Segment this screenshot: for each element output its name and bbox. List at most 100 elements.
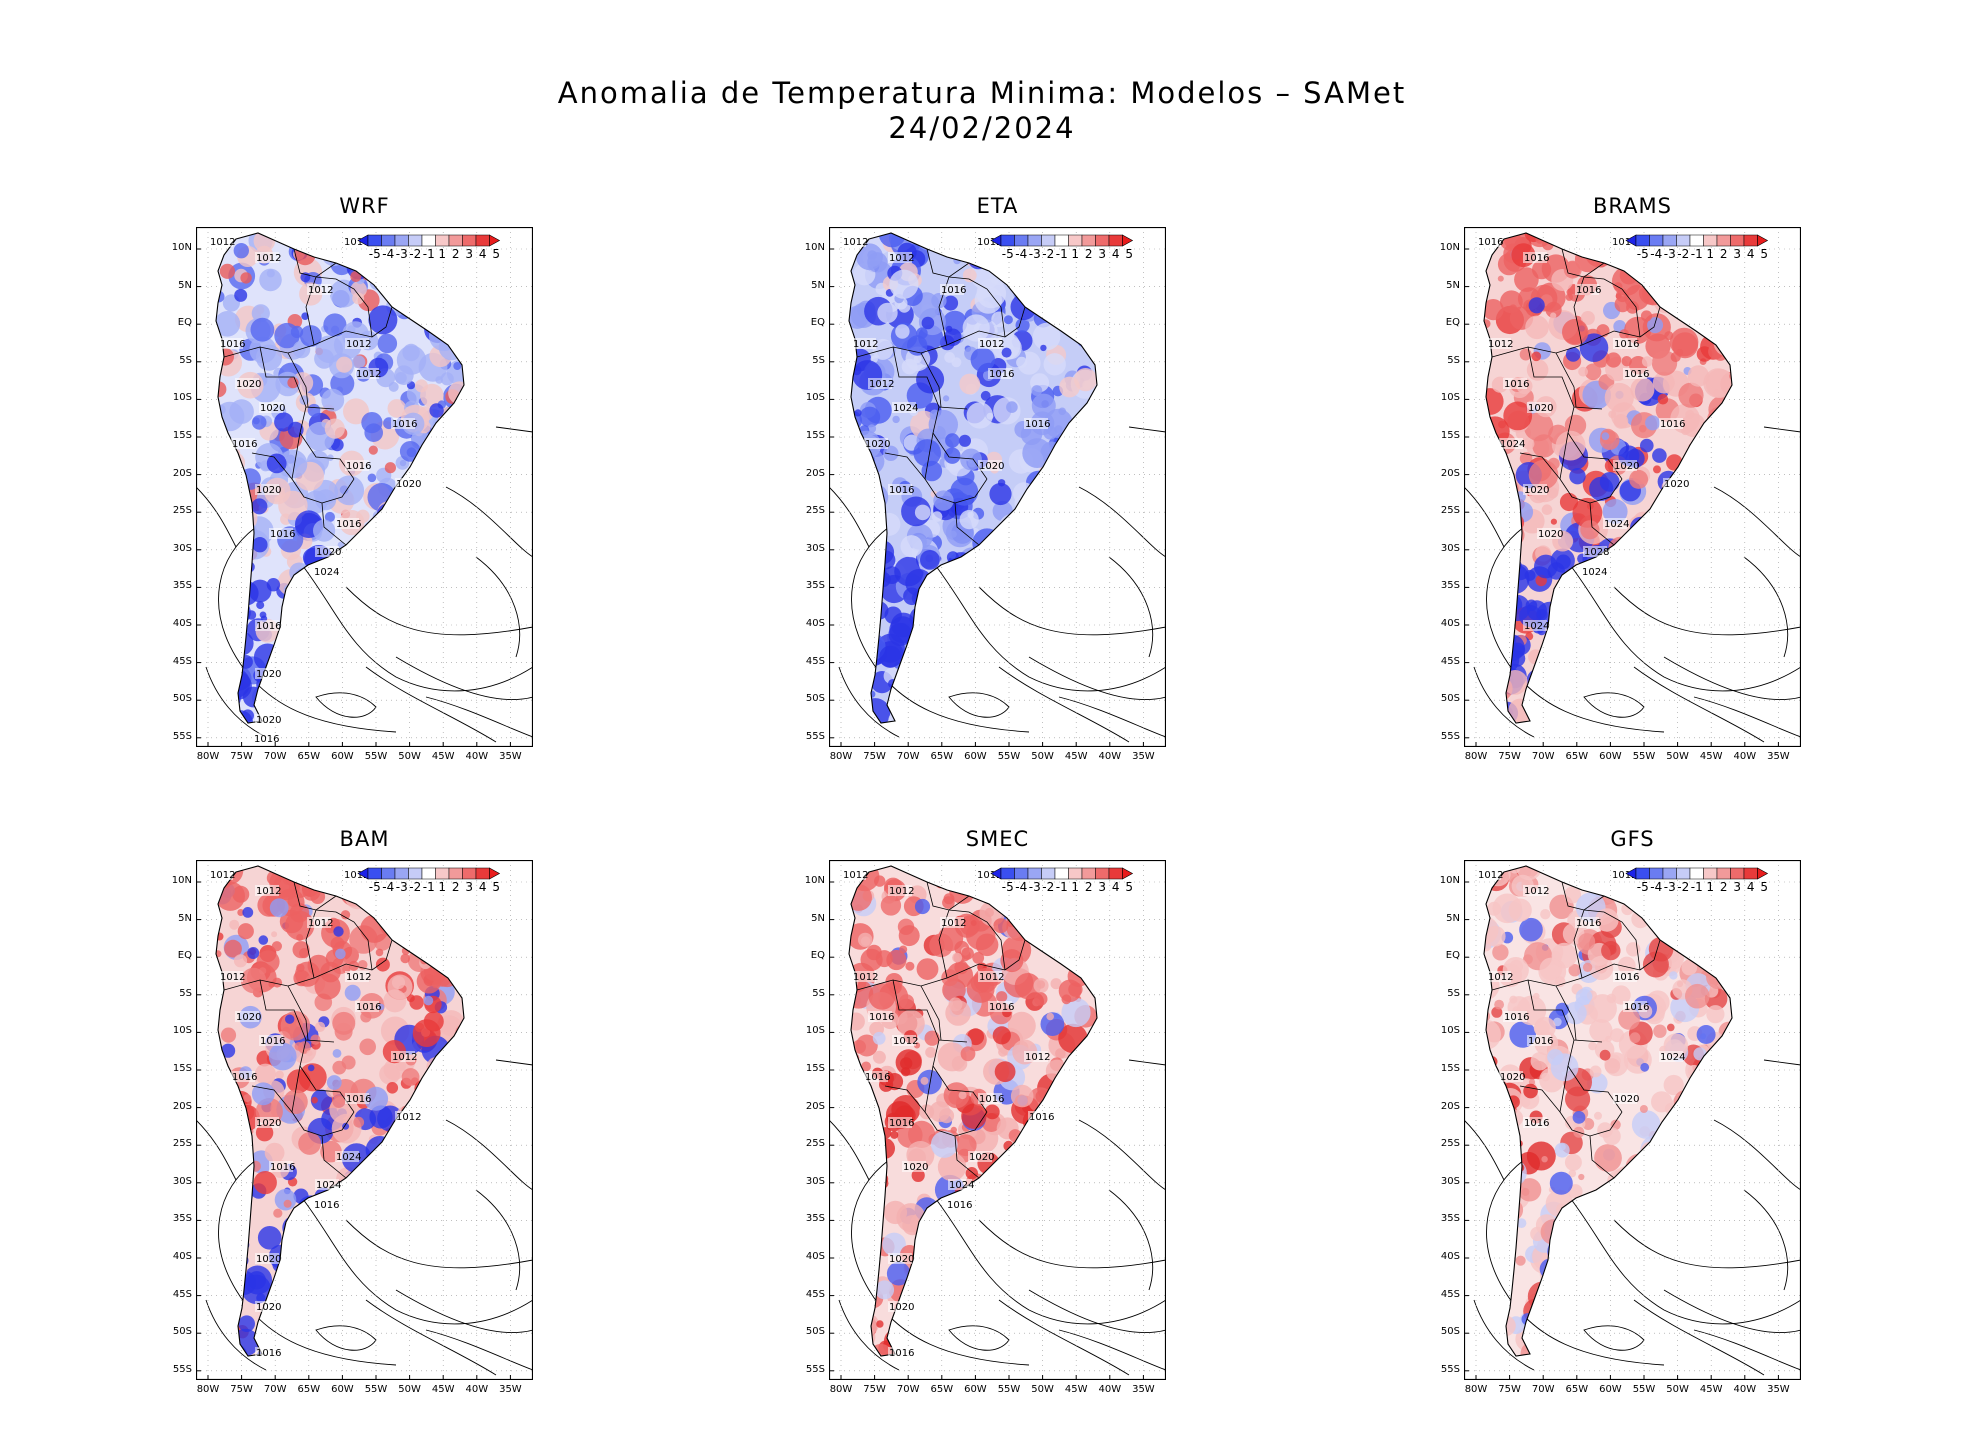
- isobar-label-bg: [1499, 438, 1523, 449]
- isobar-line: [1108, 1189, 1154, 1291]
- lon-label: 35W: [499, 751, 522, 762]
- colorbar-arrow-right: [1757, 867, 1769, 880]
- country-border: [251, 1065, 301, 1113]
- lon-label: 75W: [1498, 751, 1521, 762]
- lat-label: 35S: [172, 1213, 192, 1225]
- country-border: [371, 306, 393, 338]
- colorbar-label: 2: [452, 247, 460, 261]
- country-border: [948, 909, 1006, 971]
- isobar-label: 1028: [1584, 547, 1609, 558]
- colorbar-segment: [1054, 234, 1069, 247]
- isobar-line: [978, 1219, 1166, 1269]
- isobar-label-bg: [1477, 869, 1501, 880]
- colorbar-label: -1: [1056, 880, 1068, 894]
- lat-label: 25S: [805, 1138, 825, 1150]
- panel-eta: ETA 1012 1012 1012 1016 1012 1012 1012 1016 1024 1…: [805, 194, 1166, 762]
- isobar-label: 1020: [1538, 529, 1563, 540]
- colorbar-segment: [421, 867, 436, 880]
- isobar-label-bg: [888, 484, 912, 495]
- isobar-label: 1020: [316, 547, 341, 558]
- lon-label: 60W: [331, 1384, 354, 1395]
- isobar-line: [1693, 696, 1801, 738]
- lon-label: 50W: [398, 751, 421, 762]
- country-border: [315, 276, 373, 338]
- isobar-label-bg: [892, 1035, 916, 1046]
- colorbar-segment: [1081, 234, 1096, 247]
- isobar-label: 1016: [392, 419, 417, 430]
- lat-label: 25S: [1440, 1138, 1460, 1150]
- lat-label: 10S: [172, 1025, 192, 1037]
- lat-label: EQ: [177, 317, 192, 329]
- isobar-label-bg: [1613, 338, 1637, 349]
- isobar-label: 1024: [1582, 567, 1607, 578]
- lon-label: 35W: [1767, 751, 1790, 762]
- isobar-line: [1473, 1299, 1535, 1371]
- anomaly-field: [1484, 233, 1732, 723]
- isobar-line: [1693, 1329, 1801, 1371]
- isobar-label: 1016: [1614, 339, 1639, 350]
- colorbar-segment: [1041, 234, 1056, 247]
- isobar-line: [205, 1299, 267, 1371]
- isobar-line: [495, 426, 533, 433]
- isobar-line: [948, 692, 1010, 718]
- isobar-line: [425, 696, 533, 738]
- isobar-label: 1012: [256, 253, 281, 264]
- isobar-label-bg: [259, 1035, 283, 1046]
- isobar-label-bg: [888, 252, 912, 263]
- lon-label: 70W: [1531, 751, 1555, 762]
- lat-label: 35S: [172, 580, 192, 592]
- isobar-line: [205, 666, 267, 738]
- lat-label: 55S: [1440, 730, 1460, 742]
- colorbar-label: 3: [465, 880, 473, 894]
- isobar-label-bg: [1024, 1051, 1048, 1062]
- lat-label: 25S: [172, 1138, 192, 1150]
- isobar-label: 1012: [220, 972, 245, 983]
- isobar-line: [1486, 526, 1665, 733]
- isobar-label: 1016: [889, 485, 914, 496]
- colorbar-label: -1: [1056, 247, 1068, 261]
- country-border: [1004, 939, 1026, 971]
- isobar-label: 1016: [1528, 1036, 1553, 1047]
- isobar-label-bg: [888, 1253, 912, 1264]
- country-border: [251, 432, 301, 480]
- isobar-label: 1016: [1025, 419, 1050, 430]
- isobar-label-bg: [1523, 885, 1547, 896]
- isobar-label-bg: [253, 733, 277, 744]
- isobar-line: [838, 666, 900, 738]
- lat-label: 25S: [805, 505, 825, 517]
- map-plot: 1012 1012 1012 1016 1012 1012 1012 1016 1024 1016…: [829, 227, 1166, 747]
- isobar-label: 1016: [256, 621, 281, 632]
- colorbar-label: 5: [492, 880, 500, 894]
- isobar-label-bg: [902, 1161, 926, 1172]
- colorbar-label: 3: [1098, 247, 1106, 261]
- lat-label: 20S: [172, 1100, 192, 1112]
- isobar-label-bg: [892, 402, 916, 413]
- panel-title: BRAMS: [1593, 194, 1672, 218]
- isobar-label-bg: [1523, 484, 1547, 495]
- map-frame: [196, 227, 533, 747]
- colorbar-label: -1: [1691, 247, 1703, 261]
- colorbar-label: -4: [1015, 880, 1027, 894]
- lat-label: 5S: [812, 987, 825, 999]
- isobar-label: 1012: [941, 918, 966, 929]
- lon-label: 45W: [1699, 1384, 1723, 1395]
- isobar-label-bg: [1611, 869, 1635, 880]
- colorbar-label: 1: [438, 247, 446, 261]
- lat-label: 35S: [805, 1213, 825, 1225]
- country-border: [287, 352, 309, 408]
- lon-label: 70W: [263, 1384, 287, 1395]
- lon-label: 70W: [896, 751, 920, 762]
- isobar-label: 1020: [396, 479, 421, 490]
- isobar-label-bg: [345, 338, 369, 349]
- isobar-label-bg: [976, 236, 1000, 247]
- isobar-label-bg: [1575, 284, 1599, 295]
- isobar-line: [365, 666, 497, 743]
- colorbar-label: -4: [382, 880, 394, 894]
- isobar-line: [948, 1325, 1010, 1351]
- lat-label: 50S: [172, 693, 192, 705]
- lat-label: 10S: [805, 1025, 825, 1037]
- isobar-label-bg: [255, 885, 279, 896]
- isobar-label: 1020: [979, 461, 1004, 472]
- isobar-label: 1012: [396, 1112, 421, 1123]
- lat-label: 55S: [1440, 1363, 1460, 1375]
